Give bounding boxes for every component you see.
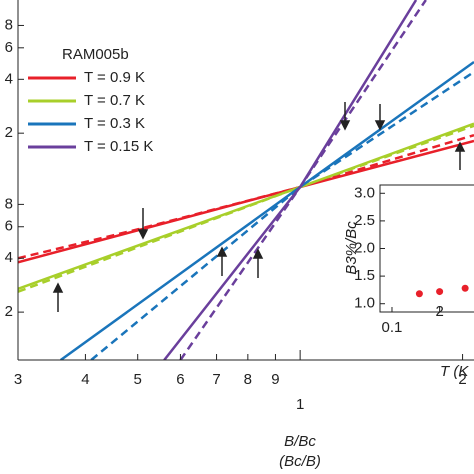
dashed-line xyxy=(18,133,474,260)
x-tick-label: 2 xyxy=(458,371,466,388)
inset-point xyxy=(461,284,469,292)
inset-y-tick-label: 2.5 xyxy=(354,212,375,229)
inset-x-tick-label: 0.1 xyxy=(382,319,403,336)
inset-point xyxy=(436,288,444,296)
inset-x-label: T (K xyxy=(440,363,469,380)
x-tick-label: 3 xyxy=(14,371,22,388)
legend-label: T = 0.15 K xyxy=(84,138,153,155)
legend-label: T = 0.3 K xyxy=(84,115,145,132)
lines xyxy=(18,0,474,360)
inset-point xyxy=(415,290,423,298)
x-axis-label-2: (Bc/B) xyxy=(279,453,321,470)
y-tick-label: 2 xyxy=(5,124,13,141)
legend-label: T = 0.7 K xyxy=(84,92,145,109)
dashed-line xyxy=(90,70,474,360)
legend-title: RAM005b xyxy=(62,46,129,63)
y-tick-label: 6 xyxy=(5,39,13,56)
x-tick-label: 4 xyxy=(81,371,89,388)
y-tick-label: 8 xyxy=(5,195,13,212)
y-tick-label: 8 xyxy=(5,16,13,33)
x-tick-label: 6 xyxy=(176,371,184,388)
x-tick-label: 1 xyxy=(296,396,304,413)
x-axis-label: B/Bc xyxy=(284,433,316,450)
x-tick-label: 7 xyxy=(212,371,220,388)
inset-x-tick-label: 2 xyxy=(435,303,443,320)
inset-background xyxy=(365,185,474,355)
inset-y-tick-label: 2.0 xyxy=(354,239,375,256)
line xyxy=(163,0,418,360)
inset-y-tick-label: 3.0 xyxy=(354,184,375,201)
x-tick-label: 9 xyxy=(271,371,279,388)
y-tick-label: 4 xyxy=(5,249,13,266)
legend-label: T = 0.9 K xyxy=(84,69,145,86)
inset-y-tick-label: 1.5 xyxy=(354,267,375,284)
inset-y-label: B3%/Bc xyxy=(343,221,360,275)
x-tick-label: 8 xyxy=(244,371,252,388)
y-tick-label: 4 xyxy=(5,70,13,87)
y-tick-label: 6 xyxy=(5,218,13,235)
y-tick-label: 2 xyxy=(5,303,13,320)
x-tick-label: 5 xyxy=(134,371,142,388)
arrows xyxy=(52,102,466,312)
inset-y-tick-label: 1.0 xyxy=(354,295,375,312)
